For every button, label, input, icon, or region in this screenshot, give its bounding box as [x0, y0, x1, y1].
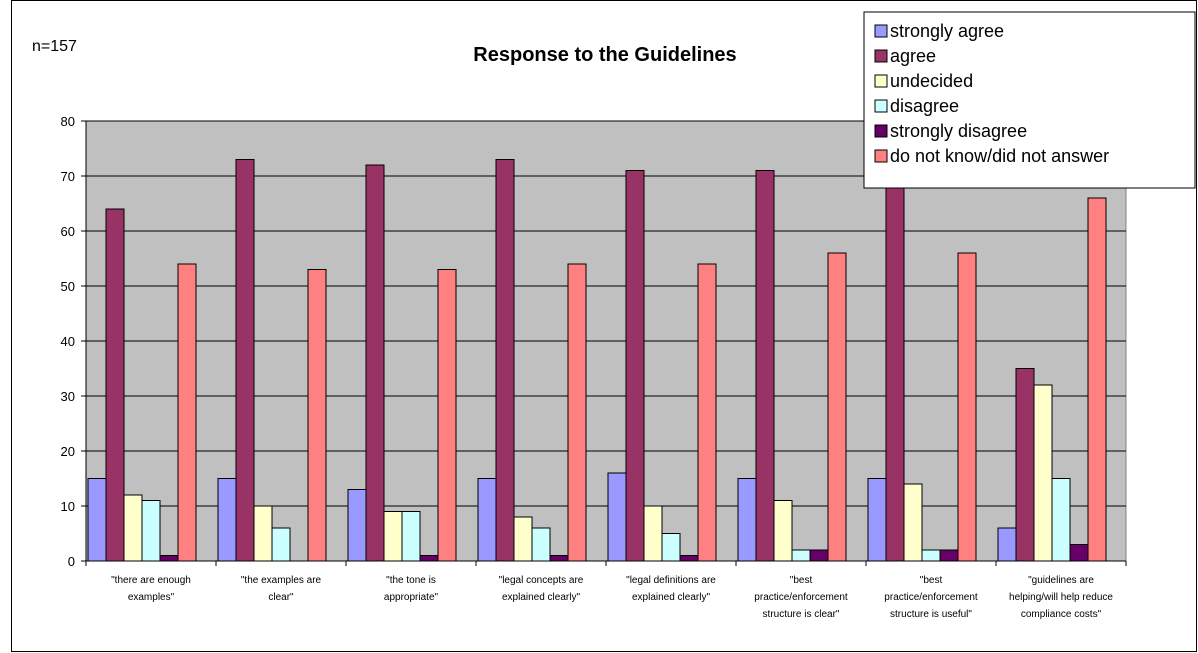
bar — [921, 549, 941, 562]
legend-label: agree — [890, 46, 936, 66]
legend-swatch — [874, 24, 888, 38]
y-tick-label: 50 — [61, 279, 75, 294]
legend-swatch — [874, 149, 888, 163]
bar — [697, 263, 717, 562]
legend-label: strongly disagree — [890, 121, 1027, 141]
bar — [791, 549, 811, 562]
legend-swatch — [874, 74, 888, 88]
y-tick-label: 30 — [61, 389, 75, 404]
bar — [419, 555, 439, 562]
bar — [809, 549, 829, 562]
bar — [957, 252, 977, 562]
y-tick-label: 0 — [68, 554, 75, 569]
category-label: "there are enough examples" — [111, 575, 191, 603]
bar — [437, 269, 457, 562]
bar — [513, 516, 533, 562]
bar — [625, 170, 645, 562]
bar — [271, 527, 291, 562]
legend-label: disagree — [890, 96, 959, 116]
bar — [235, 159, 255, 562]
bar — [755, 170, 775, 562]
bar — [141, 500, 161, 562]
category-label: "legal definitions are explained clearly" — [626, 575, 716, 603]
bar — [679, 555, 699, 562]
bar — [383, 511, 403, 562]
y-tick-label: 40 — [61, 334, 75, 349]
bar — [177, 263, 197, 562]
bar — [217, 478, 237, 562]
bar — [495, 159, 515, 562]
bar — [827, 252, 847, 562]
bar — [549, 555, 569, 562]
bar — [87, 478, 107, 562]
bar — [347, 489, 367, 562]
category-label: "legal concepts are explained clearly" — [499, 575, 584, 603]
bar — [939, 549, 959, 562]
bar — [997, 527, 1017, 562]
bar — [253, 505, 273, 562]
bar — [607, 472, 627, 562]
bar — [123, 494, 143, 562]
bar — [159, 555, 179, 562]
category-label: "best practice/enforcement structure is us… — [884, 575, 978, 620]
bar — [105, 208, 125, 562]
y-tick-label: 80 — [61, 114, 75, 129]
category-label: "the examples are clear" — [241, 575, 322, 603]
legend-label: undecided — [890, 71, 973, 91]
category-label: "guidelines are helping/will help reduce c… — [1009, 575, 1113, 620]
bar — [867, 478, 887, 562]
bar — [885, 170, 905, 562]
sample-size-note: n=157 — [32, 38, 77, 55]
bar — [643, 505, 663, 562]
category-label: "the tone is appropriate" — [384, 575, 439, 603]
chart-title: Response to the Guidelines — [473, 44, 736, 66]
bar — [1087, 197, 1107, 562]
bar — [365, 164, 385, 562]
legend-label: strongly agree — [890, 21, 1004, 41]
bar — [903, 483, 923, 562]
bar — [661, 533, 681, 562]
legend-box — [863, 11, 1196, 189]
bar — [737, 478, 757, 562]
bar — [477, 478, 497, 562]
bar — [531, 527, 551, 562]
category-label: "best practice/enforcement structure is cl… — [754, 575, 848, 620]
bar — [1015, 368, 1035, 562]
legend-swatch — [874, 99, 888, 113]
bar — [401, 511, 421, 562]
legend-swatch — [874, 49, 888, 63]
bar — [1069, 544, 1089, 562]
legend-swatch — [874, 124, 888, 138]
y-tick-label: 60 — [61, 224, 75, 239]
bar — [1033, 384, 1053, 562]
y-tick-label: 70 — [61, 169, 75, 184]
bar — [567, 263, 587, 562]
y-tick-label: 20 — [61, 444, 75, 459]
bar — [1051, 478, 1071, 562]
legend-label: do not know/did not answer — [890, 146, 1109, 166]
bar — [773, 500, 793, 562]
y-tick-label: 10 — [61, 499, 75, 514]
bar — [307, 269, 327, 562]
